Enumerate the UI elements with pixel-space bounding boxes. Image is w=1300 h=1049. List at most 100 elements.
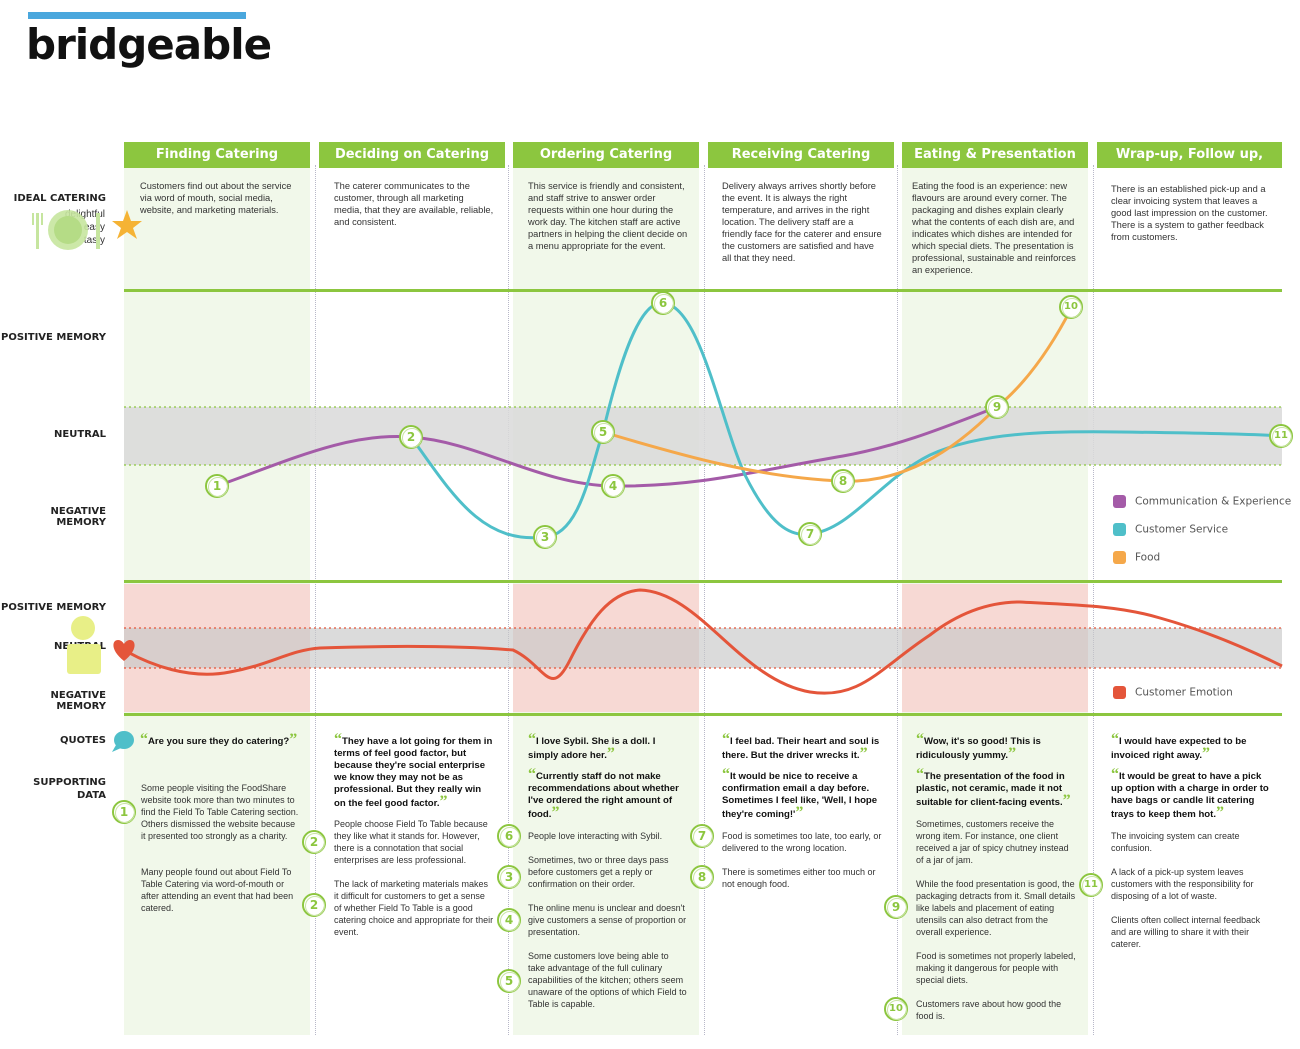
row-label-positive-memory-emotion: POSITIVE MEMORY — [1, 602, 106, 613]
speech-bubble-icon — [112, 731, 134, 752]
section-divider — [124, 580, 1282, 583]
legend-swatch-emotion — [1113, 686, 1126, 699]
supporting-badge: 2 — [302, 830, 326, 854]
food-curve — [602, 306, 1074, 483]
stage-description-ordering: This service is friendly and consistent,… — [528, 181, 688, 251]
column-divider — [897, 165, 898, 1035]
legend-food: Food — [1113, 551, 1160, 564]
ideal-word-easy: easy — [83, 222, 105, 233]
section-divider — [124, 289, 1282, 292]
row-label-neutral: NEUTRAL — [54, 429, 106, 440]
legend-label-service: Customer Service — [1135, 523, 1229, 536]
column-divider — [704, 165, 705, 1035]
stage-header-finding: Finding Catering — [124, 142, 310, 168]
quote-eating-1: “Wow, it's so good! This is ridiculously… — [916, 731, 1041, 762]
row-label-negative-memory: NEGATIVE MEMORY — [50, 506, 106, 528]
supporting-eating-4: Customers rave about how good the food i… — [916, 999, 1062, 1021]
quote-text: I love Sybil. She is a doll. I simply ad… — [528, 736, 656, 761]
row-label-ideal-catering: IDEAL CATERING — [13, 193, 106, 204]
supporting-badge: 11 — [1079, 873, 1103, 897]
quote-text: Are you sure they do catering? — [148, 736, 290, 747]
supporting-badge: 7 — [690, 824, 714, 848]
quote-text: It would be great to have a pick up opti… — [1111, 771, 1269, 820]
quote-receiving-2: “It would be nice to receive a confirmat… — [722, 766, 878, 821]
marker-4: 4 — [601, 474, 625, 498]
quote-eating-2: “The presentation of the food in plastic… — [916, 766, 1071, 809]
quote-receiving-1: “I feel bad. Their heart and soul is the… — [722, 731, 880, 762]
legend-label-food: Food — [1135, 551, 1161, 564]
supporting-ordering-1: People love interacting with Sybil. — [528, 831, 663, 841]
supporting-badge: 1 — [112, 800, 136, 824]
marker-7: 7 — [798, 522, 822, 546]
supporting-deciding-1: People choose Field To Table because the… — [334, 819, 488, 865]
supporting-ordering-2: Sometimes, two or three days pass before… — [528, 855, 669, 889]
quote-wrapup-2: “It would be great to have a pick up opt… — [1111, 766, 1269, 821]
quote-text: I feel bad. Their heart and soul is ther… — [722, 736, 880, 761]
marker-9: 9 — [985, 395, 1009, 419]
stage-header-ordering: Ordering Catering — [513, 142, 699, 168]
supporting-ordering-3: The online menu is unclear and doesn't g… — [528, 903, 687, 937]
quote-text: I would have expected to be invoiced rig… — [1111, 736, 1247, 761]
supporting-finding-1: Some people visiting the FoodShare websi… — [141, 783, 299, 841]
stage-description-wrapup: There is an established pick-up and a cl… — [1111, 184, 1268, 242]
marker-5: 5 — [591, 420, 615, 444]
ideal-word-tasty: tasty — [83, 235, 105, 246]
supporting-finding-2: Many people found out about Field To Tab… — [141, 867, 294, 913]
bridgeable-logo: bridgeable — [26, 20, 272, 69]
heart-icon — [113, 640, 135, 661]
quote-text: The presentation of the food in plastic,… — [916, 771, 1065, 808]
supporting-badge: 8 — [690, 865, 714, 889]
quote-ordering-1: “I love Sybil. She is a doll. I simply a… — [528, 731, 656, 762]
supporting-deciding-2: The lack of marketing materials makes it… — [334, 879, 494, 937]
marker-3: 3 — [533, 525, 557, 549]
neutral-band — [124, 407, 1282, 465]
quote-text: They have a lot going for them in terms … — [334, 736, 493, 809]
stage-header-eating: Eating & Presentation — [902, 142, 1088, 168]
quote-finding-1: “Are you sure they do catering?” — [140, 731, 298, 748]
quote-ordering-2: “Currently staff do not make recommendat… — [528, 766, 679, 821]
person-icon — [67, 616, 101, 674]
quote-text: Currently staff do not make recommendati… — [528, 771, 679, 820]
stage-description-receiving: Delivery always arrives shortly before t… — [722, 181, 882, 263]
column-divider — [315, 165, 316, 1035]
supporting-badge: 10 — [884, 997, 908, 1021]
ideal-catering-icon — [32, 210, 142, 250]
column-divider — [1093, 165, 1094, 1035]
marker-10: 10 — [1059, 295, 1083, 319]
column-divider — [508, 165, 509, 1035]
stage-description-deciding: The caterer communicates to the customer… — [334, 181, 494, 227]
row-label-quotes: QUOTES — [60, 735, 106, 746]
stage-description-finding: Customers find out about the service via… — [140, 181, 292, 215]
row-label-negative-memory-emotion: NEGATIVE MEMORY — [50, 690, 106, 712]
marker-11: 11 — [1269, 424, 1293, 448]
quote-wrapup-1: “I would have expected to be invoiced ri… — [1111, 731, 1247, 762]
quote-text: It would be nice to receive a confirmati… — [722, 771, 878, 820]
supporting-badge: 9 — [884, 895, 908, 919]
marker-8: 8 — [831, 469, 855, 493]
legend-communication: Communication & Experience — [1113, 495, 1291, 508]
legend-service: Customer Service — [1113, 523, 1228, 536]
legend-swatch-service — [1113, 523, 1126, 536]
supporting-badge: 6 — [497, 824, 521, 848]
row-label-positive-memory: POSITIVE MEMORY — [1, 332, 106, 343]
legend-swatch-communication — [1113, 495, 1126, 508]
legend-emotion: Customer Emotion — [1113, 686, 1233, 699]
supporting-badge: 4 — [497, 908, 521, 932]
quote-text: Wow, it's so good! This is ridiculously … — [916, 736, 1041, 761]
supporting-receiving-2: There is sometimes either too much or no… — [722, 867, 876, 889]
supporting-badge: 3 — [497, 865, 521, 889]
marker-6: 6 — [651, 291, 675, 315]
legend-label-communication: Communication & Experience — [1135, 495, 1292, 508]
supporting-wrapup-3: Clients often collect internal feedback … — [1111, 915, 1261, 949]
stage-description-eating: Eating the food is an experience: new fl… — [912, 181, 1076, 275]
supporting-ordering-4: Some customers love being able to take a… — [528, 951, 687, 1009]
logo-accent-bar — [28, 12, 246, 19]
marker-2: 2 — [399, 425, 423, 449]
supporting-receiving-1: Food is sometimes too late, too early, o… — [722, 831, 882, 853]
customer-service-curve — [409, 301, 1283, 540]
emotion-neutral-band — [124, 628, 1282, 668]
supporting-eating-2: While the food presentation is good, the… — [916, 879, 1076, 937]
legend-label-emotion: Customer Emotion — [1135, 686, 1233, 699]
legend-swatch-food — [1113, 551, 1126, 564]
